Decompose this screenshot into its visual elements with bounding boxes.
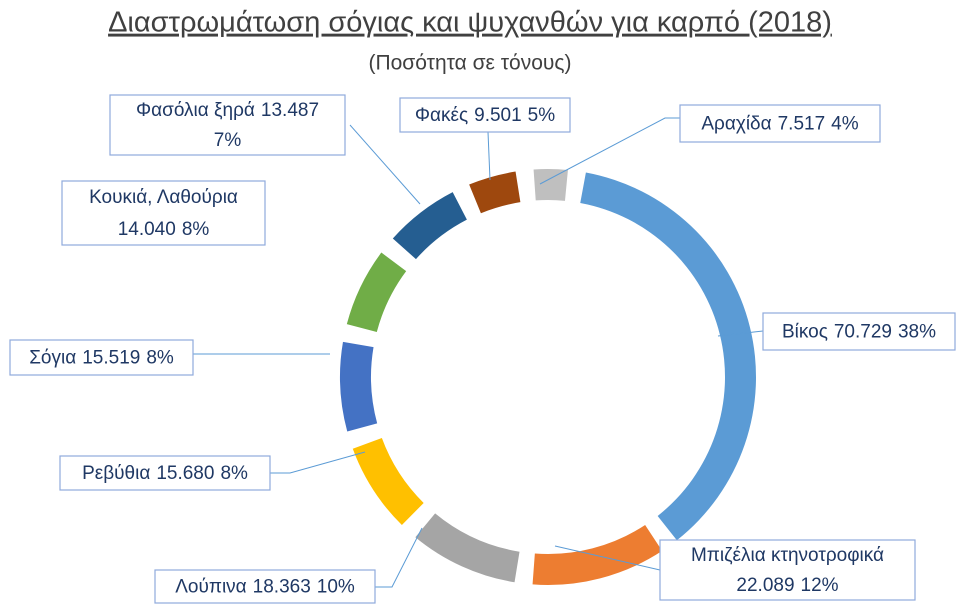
donut-segment bbox=[469, 171, 521, 214]
data-label-part: 7% bbox=[214, 130, 242, 151]
data-label-part: 18.363 bbox=[253, 577, 311, 598]
donut-segment bbox=[415, 513, 520, 583]
data-label: Ρεβύθια 15.680 8% bbox=[82, 463, 248, 484]
data-label-part: 22.089 bbox=[736, 575, 794, 596]
data-label-part: 12% bbox=[801, 575, 839, 596]
label-box bbox=[399, 97, 571, 133]
data-label: 7% bbox=[214, 130, 242, 151]
label-box bbox=[762, 312, 956, 351]
data-label-part: 70.729 bbox=[834, 322, 892, 343]
data-label-part: 5% bbox=[528, 105, 556, 126]
data-label: Σόγια 15.519 8% bbox=[29, 348, 174, 369]
leader-line bbox=[270, 451, 366, 474]
data-label: 14.040 8% bbox=[118, 219, 210, 240]
label-box bbox=[61, 180, 266, 246]
data-label: Βίκος 70.729 38% bbox=[782, 322, 936, 343]
data-label: Φακές 9.501 5% bbox=[415, 105, 555, 126]
data-label-part: 4% bbox=[831, 114, 859, 135]
data-label-part: 8% bbox=[182, 219, 210, 240]
data-label-part: 10% bbox=[317, 577, 355, 598]
label-box bbox=[59, 455, 271, 491]
donut-segment bbox=[392, 192, 467, 260]
leader-line bbox=[554, 545, 661, 571]
label-box bbox=[679, 104, 881, 143]
data-label-part: Φασόλια ξηρά bbox=[136, 100, 255, 121]
data-label-part: Ρεβύθια bbox=[82, 463, 150, 484]
data-label: 22.089 12% bbox=[736, 575, 838, 596]
data-label-part: Βίκος bbox=[782, 322, 828, 343]
leader-line bbox=[717, 330, 764, 337]
leader-line bbox=[487, 131, 491, 181]
data-label-part: 9.501 bbox=[474, 105, 522, 126]
data-label-part: 38% bbox=[898, 322, 936, 343]
donut-segment bbox=[532, 524, 663, 585]
label-box bbox=[154, 569, 376, 604]
label-box bbox=[9, 339, 194, 376]
data-label-part: Σόγια bbox=[29, 348, 76, 369]
data-label-part: 15.680 bbox=[156, 463, 214, 484]
donut-segment bbox=[346, 252, 407, 333]
data-label-part: Λούπινα bbox=[175, 577, 246, 598]
data-label-part: 8% bbox=[220, 463, 248, 484]
label-box bbox=[659, 539, 916, 601]
chart-subtitle: (Ποσότητα σε τόνους) bbox=[368, 52, 571, 75]
data-label-part: Φακές bbox=[415, 105, 468, 126]
leader-line bbox=[349, 124, 421, 205]
data-label-part: Αραχίδα bbox=[701, 114, 771, 135]
data-label: Κουκιά, Λαθούρια bbox=[89, 187, 238, 208]
data-label-part: Μπιζέλια κτηνοτροφικά bbox=[691, 545, 884, 566]
data-label-part: 7.517 bbox=[778, 114, 826, 135]
data-label: Αραχίδα 7.517 4% bbox=[701, 114, 858, 135]
donut-segment bbox=[339, 341, 378, 432]
data-label: Φασόλια ξηρά 13.487 bbox=[136, 100, 319, 121]
data-label-part: 14.040 bbox=[118, 219, 176, 240]
leader-line bbox=[539, 117, 680, 185]
data-label: Λούπινα 18.363 10% bbox=[175, 577, 355, 598]
data-label-part: Κουκιά, Λαθούρια bbox=[89, 187, 238, 208]
data-label-part: 13.487 bbox=[261, 100, 319, 121]
data-label-part: 8% bbox=[146, 348, 174, 369]
donut-segment bbox=[533, 169, 568, 201]
data-label: Μπιζέλια κτηνοτροφικά bbox=[691, 545, 884, 566]
chart-title: Διαστρωμάτωση σόγιας και ψυχανθών για κα… bbox=[108, 7, 832, 39]
data-label-part: 15.519 bbox=[82, 348, 140, 369]
label-box bbox=[109, 94, 346, 156]
donut-segment bbox=[580, 172, 756, 541]
leader-line bbox=[375, 527, 423, 588]
donut-segment bbox=[352, 438, 424, 526]
